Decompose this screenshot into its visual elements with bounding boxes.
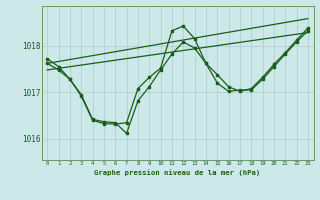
- X-axis label: Graphe pression niveau de la mer (hPa): Graphe pression niveau de la mer (hPa): [94, 169, 261, 176]
